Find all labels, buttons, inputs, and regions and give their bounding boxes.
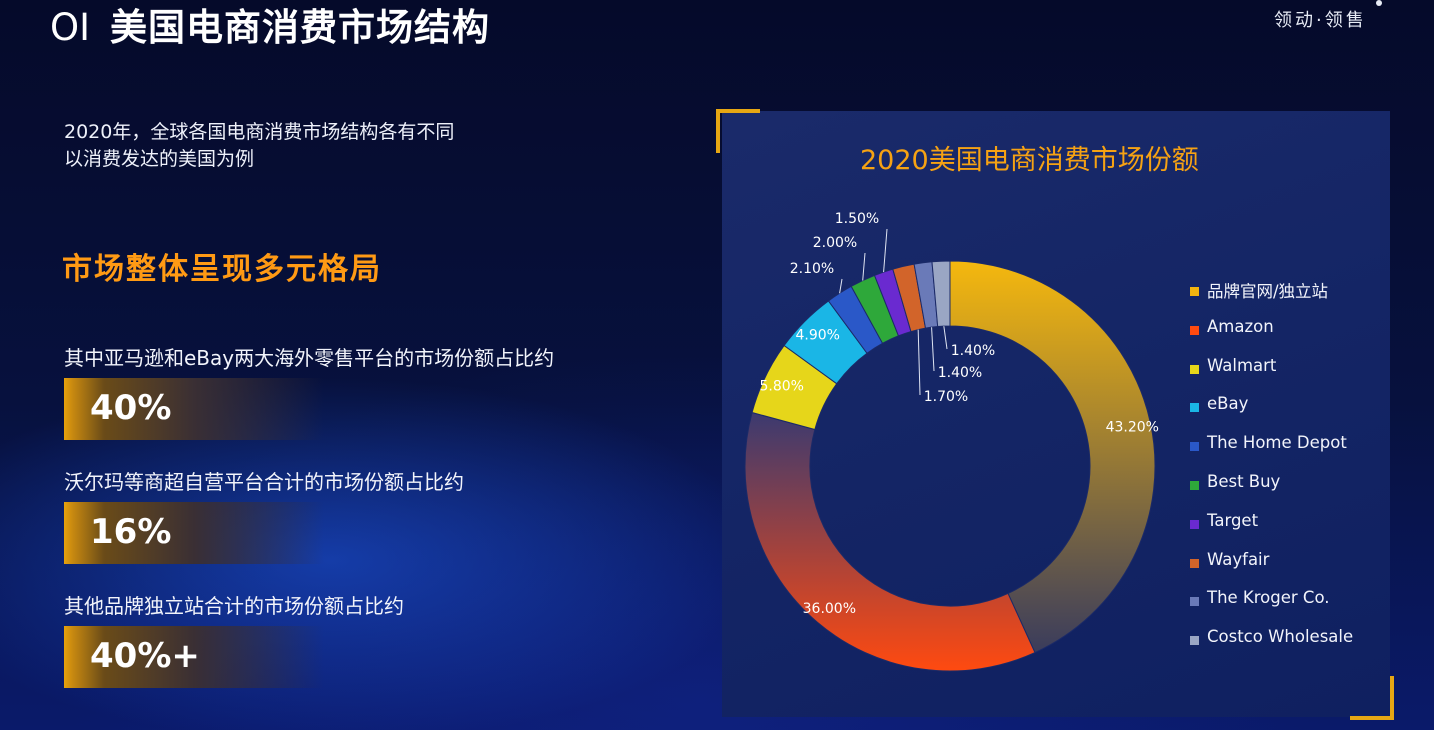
stat-value-independent-sites: 40%+ [90, 636, 200, 676]
slice-label-walmart: 5.80% [760, 379, 804, 395]
stat-label-amazon-ebay: 其中亚马逊和eBay两大海外零售平台的市场份额占比约 [64, 346, 555, 370]
slice-label-wayfair: 1.70% [924, 389, 968, 405]
legend-label-the-home-depot: The Home Depot [1207, 433, 1347, 453]
corner-bracket-bottom-right [1350, 676, 1394, 720]
legend-swatch-the-kroger-co [1190, 597, 1199, 607]
slice-costco-wholesale [931, 260, 951, 328]
stat-label-independent-sites: 其他品牌独立站合计的市场份额占比约 [64, 594, 404, 618]
stat-bar-walmart: 16% [64, 502, 324, 564]
intro-text: 2020年，全球各国电商消费市场结构各有不同 以消费发达的美国为例 [64, 119, 454, 173]
slice-label-amazon: 36.00% [803, 601, 856, 617]
brand-logo: 领动·领售 [1274, 10, 1367, 31]
slice-label-independent-site: 43.20% [1106, 419, 1159, 435]
legend-swatch-the-home-depot [1190, 442, 1199, 452]
legend-swatch-walmart [1190, 364, 1199, 374]
slice-independent-site [949, 260, 1156, 654]
brand-dot [1376, 0, 1382, 6]
leader-line-the-kroger-co [931, 327, 935, 372]
section-number: OI [50, 6, 91, 49]
leader-line-costco-wholesale [943, 326, 948, 350]
slice-label-best-buy: 2.00% [813, 235, 857, 251]
legend-swatch-amazon [1190, 325, 1199, 335]
section-subhead: 市场整体呈现多元格局 [62, 252, 382, 287]
legend-swatch-best-buy [1190, 480, 1199, 490]
legend-label-wayfair: Wayfair [1207, 549, 1270, 569]
slice-label-target: 1.50% [835, 211, 879, 227]
slice-label-the-kroger-co: 1.40% [938, 365, 982, 381]
corner-bracket-top-left [716, 109, 760, 153]
legend-swatch-independent-site [1190, 287, 1199, 296]
slice-amazon [744, 411, 1036, 672]
stat-bar-amazon-ebay: 40% [64, 378, 324, 440]
legend-label-walmart: Walmart [1207, 355, 1277, 375]
leader-line-the-home-depot [839, 278, 843, 294]
legend-label-the-kroger-co: The Kroger Co. [1207, 588, 1330, 608]
page-title: OI 美国电商消费市场结构 [50, 2, 490, 54]
legend-label-best-buy: Best Buy [1207, 471, 1281, 491]
legend-swatch-target [1190, 519, 1199, 529]
stat-value-walmart: 16% [90, 512, 172, 552]
slice-label-ebay: 4.90% [795, 328, 839, 344]
chart-title: 2020美国电商消费市场份额 [860, 145, 1199, 176]
legend-label-costco-wholesale: Costco Wholesale [1207, 627, 1354, 647]
legend-swatch-ebay [1190, 403, 1199, 413]
stat-value-amazon-ebay: 40% [90, 388, 172, 428]
leader-line-best-buy [862, 252, 866, 281]
stat-bar-independent-sites: 40%+ [64, 626, 324, 688]
legend-swatch-wayfair [1190, 558, 1199, 568]
slice-label-costco-wholesale: 1.40% [951, 343, 995, 359]
legend-label-independent-site: 品牌官网/独立站 [1207, 282, 1329, 301]
legend-label-amazon: Amazon [1207, 316, 1274, 336]
leader-line-wayfair [917, 329, 921, 396]
leader-line-target [883, 228, 888, 273]
intro-line-2: 以消费发达的美国为例 [64, 148, 255, 170]
legend-label-target: Target [1207, 510, 1259, 530]
slice-label-the-home-depot: 2.10% [790, 261, 834, 277]
legend-swatch-costco-wholesale [1190, 636, 1199, 646]
legend-label-ebay: eBay [1207, 394, 1249, 414]
stat-label-walmart: 沃尔玛等商超自营平台合计的市场份额占比约 [64, 470, 464, 494]
section-title: 美国电商消费市场结构 [110, 6, 491, 49]
intro-line-1: 2020年，全球各国电商消费市场结构各有不同 [64, 121, 455, 143]
